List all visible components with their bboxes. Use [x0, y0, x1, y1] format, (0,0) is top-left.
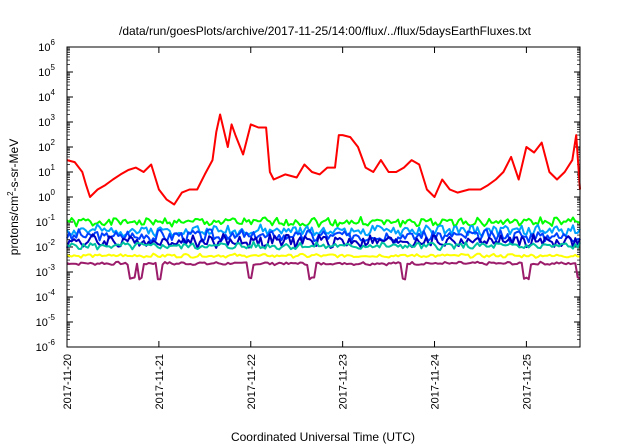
- x-tick-label: 2017-11-25: [521, 354, 533, 409]
- y-tick-label: 10-5: [36, 313, 56, 329]
- y-tick-label: 105: [38, 63, 55, 79]
- y-tick-label: 103: [38, 113, 55, 129]
- x-tick-label: 2017-11-22: [246, 354, 258, 409]
- y-tick-label: 102: [38, 138, 55, 154]
- chart-title: /data/run/goesPlots/archive/2017-11-25/1…: [119, 24, 532, 38]
- series-line-2: [66, 216, 581, 228]
- y-tick-label: 100: [38, 188, 55, 204]
- y-tick-label: 10-1: [36, 213, 56, 229]
- series-line-3: [66, 223, 581, 238]
- y-tick-label: 10-2: [36, 238, 56, 254]
- plot-frame: [66, 46, 581, 348]
- x-tick-label: 2017-11-23: [338, 354, 350, 409]
- series-line-8: [66, 260, 581, 281]
- y-tick-label: 10-3: [36, 263, 56, 279]
- x-axis-label: Coordinated Universal Time (UTC): [231, 430, 415, 444]
- y-tick-label: 10-4: [36, 288, 56, 304]
- series-line-5: [66, 233, 581, 250]
- series-line-7: [66, 252, 581, 259]
- y-axis-label: protons/cm2-s-sr-MeV: [6, 139, 21, 255]
- series-line-4: [66, 228, 581, 244]
- y-tick-label: 106: [38, 38, 55, 54]
- series-group: [66, 113, 581, 281]
- x-tick-label: 2017-11-20: [62, 354, 74, 409]
- y-axis-ticks: 10-6 10-5 10-4 10-3 10-2 10-1 100 101 102 103 104 1…: [36, 38, 580, 354]
- y-tick-label: 104: [38, 88, 55, 104]
- y-tick-label: 101: [38, 163, 55, 179]
- y-tick-label: 10-6: [36, 338, 56, 354]
- x-tick-label: 2017-11-24: [430, 354, 442, 409]
- x-tick-label: 2017-11-21: [154, 354, 166, 409]
- series-line-1: [66, 113, 581, 206]
- series-line-6: [66, 240, 581, 252]
- x-axis-ticks: 2017-11-20 2017-11-21 2017-11-22 2017-11-23…: [62, 47, 533, 409]
